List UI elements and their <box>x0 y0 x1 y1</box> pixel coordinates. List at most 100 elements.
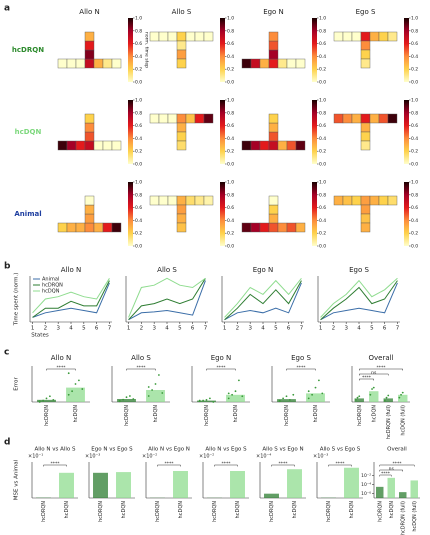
x-tick-label: 4 <box>165 326 169 332</box>
data-point <box>52 398 55 401</box>
data-point <box>71 390 74 393</box>
colorbar-tick-label: 1.0 <box>227 98 234 104</box>
bar <box>344 467 359 498</box>
colorbar-tick-label: 1.0 <box>411 180 418 186</box>
colorbar-tick-label: 0.6 <box>227 123 234 129</box>
x-tick-label: 1 <box>319 326 323 332</box>
legend-label: hcDQN <box>42 289 60 295</box>
significance-bracket <box>46 368 76 371</box>
colorbar-tick-label: 0.0 <box>319 162 326 168</box>
maze-cell <box>84 140 95 151</box>
bar <box>117 399 136 402</box>
maze-cell <box>250 58 261 69</box>
colorbar-tick-label: 0.8 <box>319 28 326 34</box>
maze-cell <box>167 195 178 206</box>
maze-cell <box>84 58 95 69</box>
data-point <box>161 392 164 394</box>
maze-cell <box>295 140 306 151</box>
data-point <box>372 386 375 389</box>
colorbar-tick-label: 0.4 <box>411 136 418 142</box>
maze-cell <box>185 31 196 42</box>
maze-cell <box>57 140 68 151</box>
colorbar-tick-label: 0.0 <box>135 162 142 168</box>
colorbar-tick-label: 0.8 <box>135 28 142 34</box>
significance-label: **** <box>222 461 232 467</box>
bar <box>226 394 245 402</box>
significance-label: ns <box>371 371 377 376</box>
colorbar-tick-label: 0.0 <box>319 244 326 250</box>
heatmap-title: Allo N <box>79 8 99 16</box>
data-point <box>67 393 70 396</box>
maze-cell <box>93 58 104 69</box>
significance-label: **** <box>217 365 227 371</box>
x-tick-label: hcDQN <box>64 501 70 519</box>
data-point <box>132 398 135 400</box>
data-point <box>354 398 357 401</box>
bar <box>116 472 131 498</box>
maze-cell <box>241 222 252 233</box>
chart-title: Allo N vs Ego S <box>205 447 247 453</box>
x-tick-label: 3 <box>152 326 156 332</box>
maze-cell <box>102 140 113 151</box>
colorbar-tick-label: 1.0 <box>411 98 418 104</box>
panel-label: a <box>4 4 10 14</box>
x-tick-label: 7 <box>108 326 112 332</box>
series-line <box>224 282 302 321</box>
bar <box>93 472 108 498</box>
maze-cell <box>268 122 279 133</box>
colorbar-tick-label: 0.4 <box>411 218 418 224</box>
colorbar-tick-label: 1.0 <box>411 16 418 22</box>
colorbar <box>404 182 409 246</box>
axis-offset-label: ×10⁻³ <box>313 454 328 460</box>
colorbar <box>128 182 133 246</box>
data-point <box>231 393 234 396</box>
x-tick-label: 3 <box>248 326 252 332</box>
x-tick-label: hcDQN <box>121 501 127 519</box>
data-point <box>237 379 240 382</box>
colorbar-tick-label: 0.0 <box>319 80 326 86</box>
significance-bracket <box>328 464 352 467</box>
x-tick-label: 3 <box>56 326 60 332</box>
x-tick-label: hcDQN <box>313 405 319 423</box>
series-line <box>224 277 302 318</box>
colorbar-tick-label: 0.8 <box>411 192 418 198</box>
x-tick-label: 6 <box>95 326 99 332</box>
maze-cell <box>176 195 187 206</box>
data-point <box>282 397 285 400</box>
maze-cell <box>194 31 205 42</box>
x-tick-label: hcDQN <box>235 501 241 519</box>
maze-cell <box>342 195 353 206</box>
maze-cell <box>75 222 86 233</box>
significance-bracket <box>271 464 295 467</box>
y-axis-label: Time spent (norm.) <box>14 273 20 327</box>
data-point <box>45 397 48 400</box>
data-point <box>307 397 310 400</box>
maze-cell <box>149 113 160 124</box>
maze-cell <box>268 195 279 206</box>
chart-title: Overall <box>368 354 393 362</box>
maze-cell <box>84 204 95 215</box>
x-tick-label: hcDRQN <box>269 501 275 522</box>
data-point <box>67 372 70 375</box>
colorbar-tick-label: 0.6 <box>319 205 326 211</box>
data-point <box>387 394 390 397</box>
colorbar <box>220 182 225 246</box>
heatmap-title: Ego S <box>356 8 376 16</box>
data-point <box>81 388 84 390</box>
x-tick-label: 2 <box>140 326 144 332</box>
data-point <box>317 379 320 382</box>
colorbar-tick-label: 0.2 <box>227 67 234 73</box>
colorbar-tick-label: 1.0 <box>319 180 326 186</box>
data-point <box>205 398 208 401</box>
maze-cell <box>176 31 187 42</box>
colorbar <box>404 100 409 164</box>
x-tick-label: hcDQN (full) <box>412 501 418 532</box>
bar <box>354 398 364 402</box>
x-tick-label: 7 <box>396 326 400 332</box>
data-point <box>118 400 121 403</box>
colorbar-tick-label: 0.6 <box>319 123 326 129</box>
colorbar-tick-label: 0.2 <box>319 149 326 155</box>
maze-cell <box>277 58 288 69</box>
